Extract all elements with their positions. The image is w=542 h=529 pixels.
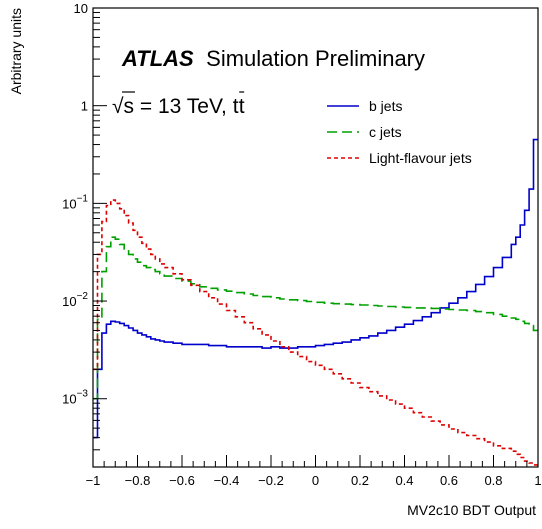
x-tick-label: −0.2: [258, 473, 284, 488]
x-tick-label: −0.6: [169, 473, 195, 488]
x-tick-label: 0.2: [351, 473, 369, 488]
legend-label-1: b jets: [369, 98, 402, 114]
x-tick-label: 0.8: [484, 473, 502, 488]
energy-suffix: t: [239, 95, 245, 118]
y-axis-label: Arbitrary units: [8, 8, 24, 94]
series-line-1: [93, 138, 538, 439]
legend: b jets c jets Light-flavour jets: [327, 98, 472, 166]
x-tick-label: −0.8: [125, 473, 151, 488]
y-tick-label: 1: [81, 99, 88, 114]
x-tick-label: −0.4: [214, 473, 240, 488]
legend-label-2: c jets: [369, 124, 402, 140]
x-axis-label: MV2c10 BDT Output: [407, 502, 536, 518]
series-layer: [93, 138, 538, 466]
energy-label: √s = 13 TeV, t: [112, 95, 239, 118]
series-line-3: [93, 199, 538, 466]
x-tick-labels: −1 −0.8 −0.6 −0.4 −0.2 0 0.2 0.4 0.6 0.8 1: [86, 473, 542, 488]
energy-prefix: √s = 13 TeV, t: [112, 95, 239, 118]
x-tick-label: 0: [312, 473, 319, 488]
x-tick-label: 1: [534, 473, 541, 488]
y-tick-label: 10−3: [62, 389, 88, 407]
atlas-label: ATLAS Simulation Preliminary: [121, 46, 425, 71]
y-tick-label: 10−2: [62, 291, 88, 309]
y-tick-label: 10−1: [62, 193, 88, 211]
x-tick-label: 0.6: [440, 473, 458, 488]
y-tick-labels: 10−3 10−2 10−1 1 10: [62, 1, 88, 407]
ticks-layer: [92, 7, 539, 468]
y-tick-label: 10: [74, 1, 88, 16]
series-line-2: [93, 236, 538, 400]
x-tick-label: 0.4: [395, 473, 413, 488]
x-tick-label: −1: [86, 473, 101, 488]
legend-label-3: Light-flavour jets: [369, 150, 472, 166]
atlas-status: Simulation Preliminary: [206, 46, 425, 71]
atlas-experiment: ATLAS: [121, 46, 194, 71]
